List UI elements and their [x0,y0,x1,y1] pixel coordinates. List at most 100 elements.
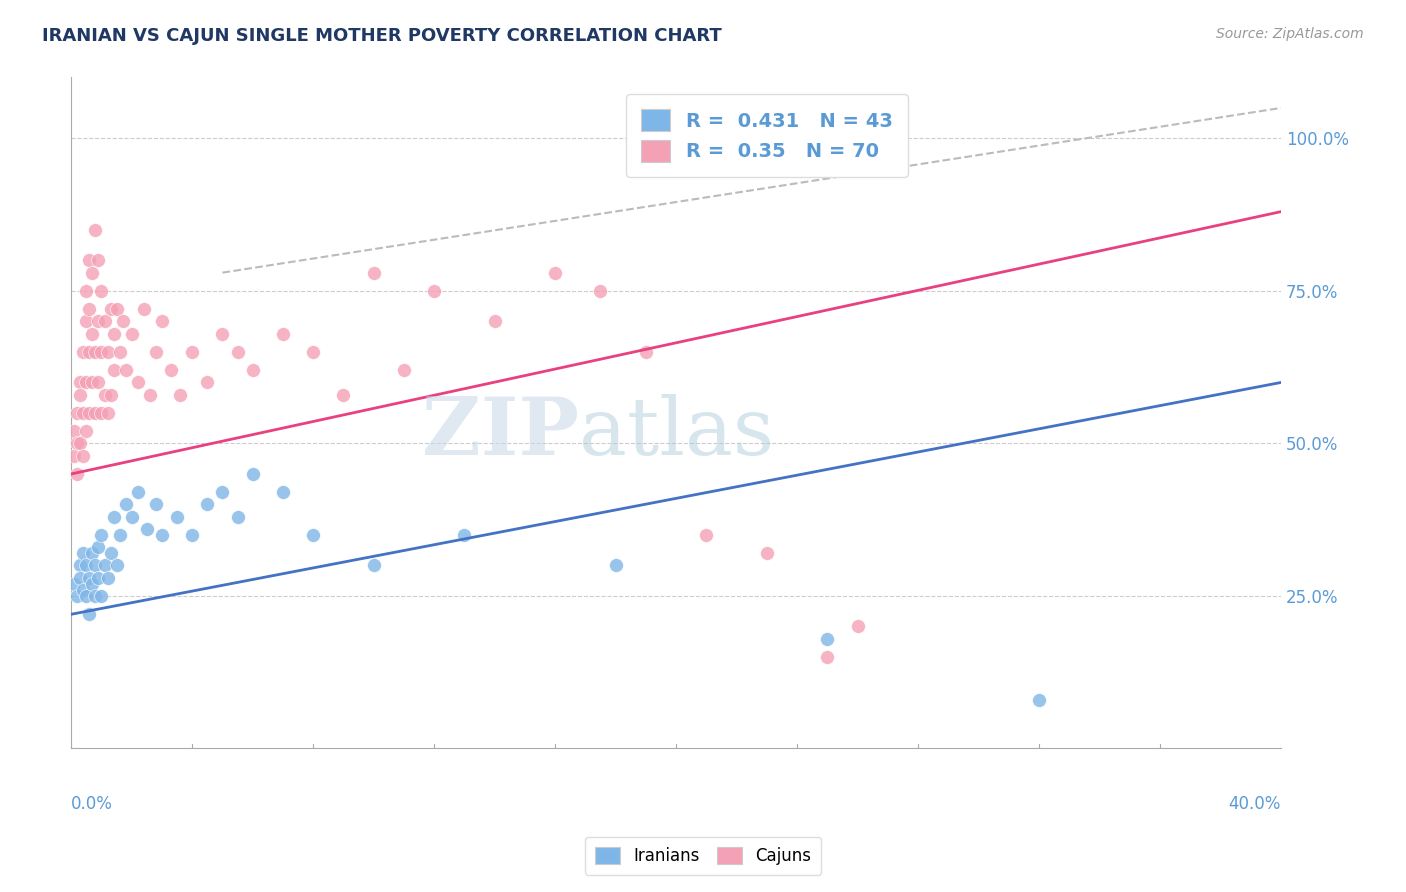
Point [75,424,97,438]
Point [79,253,101,268]
Point [72,546,94,560]
Point [69,571,91,585]
Point [132,302,155,317]
Point [114,363,136,377]
Point [181,528,204,542]
Point [103,326,125,341]
Point [63,576,86,591]
Point [93,314,115,328]
Point [84,345,107,359]
Point [121,326,143,341]
Text: Source: ZipAtlas.com: Source: ZipAtlas.com [1216,27,1364,41]
Point [75,314,97,328]
Point [695,528,717,542]
Point [815,650,838,665]
Point [75,284,97,298]
Point [605,558,627,573]
Point [90,284,112,298]
Point [93,558,115,573]
Point [484,314,506,328]
Point [302,345,325,359]
Point [166,509,188,524]
Point [103,363,125,377]
Point [87,540,110,554]
Point [302,528,325,542]
Point [127,485,149,500]
Point [114,498,136,512]
Point [87,314,110,328]
Point [195,498,218,512]
Point [846,619,869,633]
Point [271,485,294,500]
Point [84,589,107,603]
Point [75,558,97,573]
Point [63,449,86,463]
Point [87,571,110,585]
Point [87,253,110,268]
Point [1028,692,1050,706]
Point [79,345,101,359]
Point [66,436,89,450]
Point [127,376,149,390]
Point [589,284,612,298]
Point [100,302,122,317]
Point [634,345,657,359]
Point [84,223,107,237]
Text: IRANIAN VS CAJUN SINGLE MOTHER POVERTY CORRELATION CHART: IRANIAN VS CAJUN SINGLE MOTHER POVERTY C… [42,27,721,45]
Point [87,376,110,390]
Point [226,345,249,359]
Point [135,522,157,536]
Point [139,387,162,401]
Text: atlas: atlas [579,394,775,472]
Point [108,528,131,542]
Point [544,266,567,280]
Point [108,345,131,359]
Point [66,467,89,481]
Text: 40.0%: 40.0% [1229,796,1281,814]
Point [79,607,101,622]
Point [90,345,112,359]
Point [96,345,118,359]
Point [105,558,128,573]
Point [72,449,94,463]
Point [72,406,94,420]
Point [145,498,167,512]
Point [242,363,264,377]
Point [69,558,91,573]
Point [69,387,91,401]
Point [82,326,104,341]
Point [150,314,173,328]
Point [105,302,128,317]
Point [75,589,97,603]
Point [72,582,94,597]
Point [79,571,101,585]
Point [363,558,385,573]
Text: 0.0%: 0.0% [72,796,112,814]
Point [363,266,385,280]
Legend: Iranians, Cajuns: Iranians, Cajuns [585,837,821,875]
Point [100,387,122,401]
Point [82,266,104,280]
Point [181,345,204,359]
Point [72,345,94,359]
Text: ZIP: ZIP [422,394,579,472]
Point [150,528,173,542]
Point [211,326,233,341]
Point [93,387,115,401]
Point [332,387,354,401]
Point [63,424,86,438]
Point [66,406,89,420]
Point [453,528,475,542]
Point [392,363,415,377]
Point [211,485,233,500]
Point [145,345,167,359]
Point [82,546,104,560]
Point [69,436,91,450]
Point [79,302,101,317]
Point [82,576,104,591]
Point [90,589,112,603]
Point [100,546,122,560]
Point [195,376,218,390]
Point [90,528,112,542]
Point [755,546,778,560]
